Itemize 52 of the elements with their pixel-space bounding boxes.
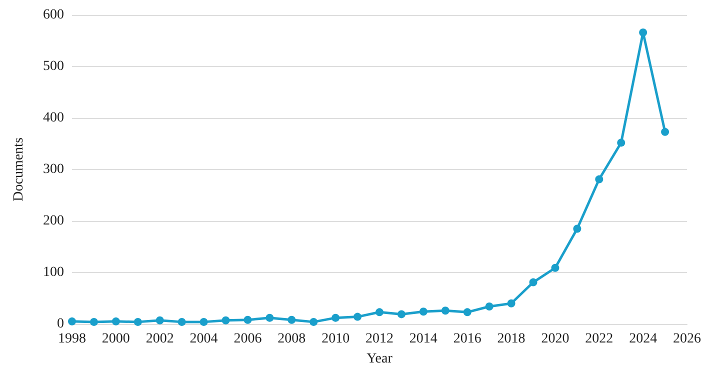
point xyxy=(376,308,384,316)
point xyxy=(332,314,340,322)
point xyxy=(354,312,362,321)
point xyxy=(200,318,208,326)
point xyxy=(639,28,648,37)
point xyxy=(156,316,164,324)
point xyxy=(68,317,76,326)
y-tick-label: 200 xyxy=(43,214,64,228)
point xyxy=(244,316,252,324)
x-tick-label: 2016 xyxy=(453,332,482,346)
point xyxy=(178,318,186,326)
y-tick-label: 400 xyxy=(43,110,64,126)
point xyxy=(134,318,142,326)
x-axis-title: Year xyxy=(366,352,393,366)
x-tick-label: 2026 xyxy=(673,332,701,346)
point xyxy=(310,318,318,326)
point xyxy=(441,306,450,315)
y-axis-title: Documents xyxy=(12,138,26,202)
point xyxy=(617,138,626,147)
point xyxy=(288,316,296,324)
y-tick-label: 0 xyxy=(57,316,64,332)
x-tick-label: 1998 xyxy=(58,332,86,346)
x-tick-label: 2006 xyxy=(234,332,262,346)
point xyxy=(595,175,604,184)
x-tick-label: 2024 xyxy=(629,332,658,346)
y-tick-label: 100 xyxy=(43,265,64,280)
x-tick-label: 2022 xyxy=(585,332,614,346)
point xyxy=(266,314,274,322)
x-tick-label: 2000 xyxy=(102,332,130,346)
point xyxy=(90,318,98,326)
x-tick-label: 2010 xyxy=(322,332,350,346)
point xyxy=(222,316,230,324)
x-tick-label: 2014 xyxy=(409,332,438,346)
x-tick-label: 2020 xyxy=(541,332,570,346)
x-tick-label: 2008 xyxy=(278,332,306,346)
point xyxy=(463,308,472,316)
point xyxy=(573,224,582,233)
point xyxy=(661,128,670,136)
point xyxy=(551,264,560,272)
point xyxy=(419,308,428,316)
point xyxy=(112,317,120,326)
point xyxy=(397,310,406,318)
x-tick-label: 2004 xyxy=(190,332,218,346)
y-tick-label: 300 xyxy=(43,162,64,177)
y-tick-label: 500 xyxy=(43,59,64,74)
point xyxy=(529,278,538,286)
x-tick-label: 2018 xyxy=(497,332,526,346)
point xyxy=(507,299,516,308)
x-tick-label: 2002 xyxy=(146,332,174,346)
point xyxy=(485,302,494,310)
x-tick-label: 2012 xyxy=(366,332,394,346)
y-tick-label: 600 xyxy=(43,8,64,22)
